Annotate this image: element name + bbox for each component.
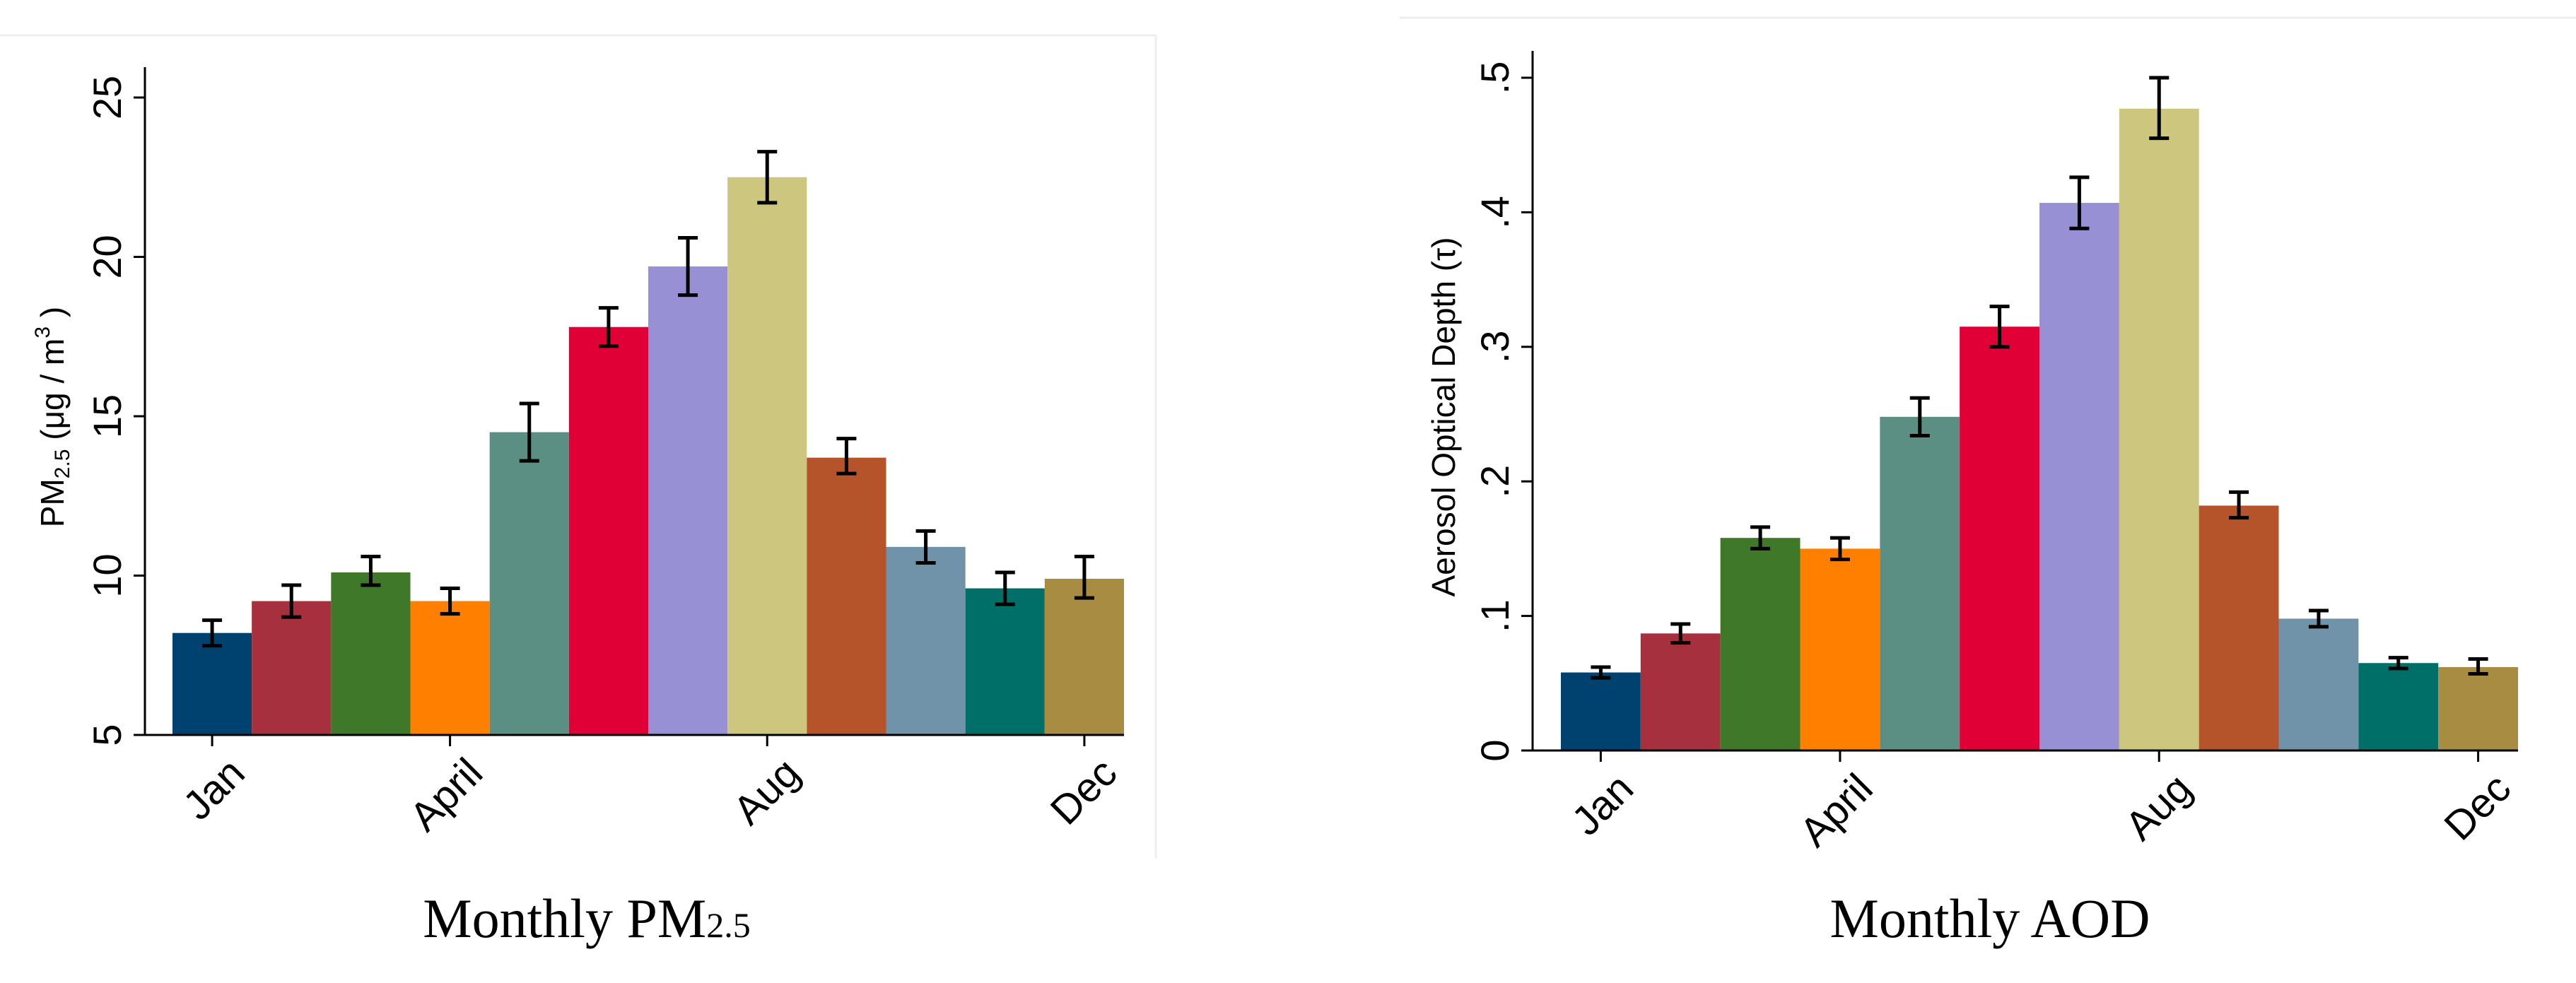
aod-bar-mar [1720,538,1801,751]
aod-chart: 0 .1 .2 .3 .4 .5 Jan April Aug Dec Aerosol Optical… [1425,51,2519,856]
pm25-bar-oct [886,546,966,735]
pm25-bar-feb [252,601,332,735]
pm25-bar-nov [965,588,1045,735]
pm25-bar-jun [568,326,648,736]
pm25-y-axis-title-part-0: PM [34,478,71,527]
aod-bar-nov [2358,663,2439,751]
pm25-bar-sep [807,457,886,735]
aod-xtick-label-aug: Aug [2117,765,2201,849]
aod-bar-jan [1561,672,1641,751]
pm25-bar-jul [648,266,728,735]
pm25-bar-jan [172,632,252,735]
pm25-xtick-label-dec: Dec [1042,750,1126,834]
pm25-xtick-label-aug: Aug [725,750,809,834]
aod-bar-may [1880,416,1960,751]
aod-ytick-label: .1 [1473,599,1517,632]
pm25-bar-may [489,432,569,735]
pm25-y-axis-title-part-3: 3 [31,326,54,339]
aod-ytick-label: .2 [1473,465,1517,498]
aod-xtick-label-dec: Dec [2435,765,2519,849]
pm25-y-axis-title-part-1: 2.5 [51,449,74,478]
pm25-ytick-label: 25 [85,76,129,119]
pm25-y-axis-title-part-4: ) [34,307,71,326]
aod-bar-feb [1640,633,1721,751]
pm25-xtick-label-jan: Jan [175,750,254,829]
aod-xtick-label-jan: Jan [1563,765,1642,844]
pm25-ytick-label: 15 [85,394,129,438]
pm25-xtick-label-april: April [401,750,491,840]
pm25-ytick-label: 20 [85,235,129,278]
aod-ytick-label: .3 [1473,330,1517,363]
aod-bar-apr [1800,548,1880,751]
aod-bar-jun [1960,326,2039,751]
pm25-caption-main: Monthly PM [423,888,707,949]
pm25-bar-mar [331,572,411,735]
pm25-ytick-label: 10 [85,553,129,597]
aod-ytick-label: 0 [1473,739,1517,761]
pm25-y-axis-title: PM2.5 (μg / m3 ) [31,307,74,527]
aod-xtick-label-april: April [1791,765,1882,856]
aod-bar-aug [2119,108,2199,751]
pm25-y-axis-title-part-2: (μg / m [34,339,71,449]
pm25-caption: Monthly PM2.5 [304,887,870,950]
pm25-bar-apr [410,601,490,735]
aod-y-axis-title: Aerosol Optical Depth (τ) [1425,237,1462,596]
aod-caption-main: Monthly AOD [1829,888,2150,949]
pm25-ytick-label: 5 [85,724,129,746]
pm25-bar-aug [727,177,807,735]
pm25-bar-dec [1044,579,1124,735]
aod-bar-dec [2438,666,2518,751]
pm25-caption-sub: 2.5 [706,905,751,945]
aod-bar-sep [2199,505,2279,751]
aod-caption: Monthly AOD [1707,887,2273,950]
aod-ytick-label: .5 [1473,61,1517,95]
pm25-chart: 5 10 15 20 25 Jan April Aug Dec PM2.5 (μg / m3 ) [31,67,1126,840]
aod-ytick-label: .4 [1473,196,1517,229]
aod-bar-oct [2278,618,2359,751]
aod-bar-jul [2039,203,2119,751]
